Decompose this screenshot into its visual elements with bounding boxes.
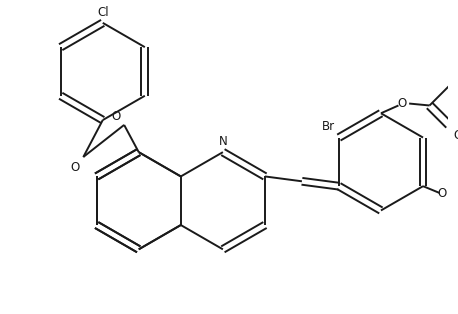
Text: O: O <box>111 110 120 123</box>
Text: O: O <box>398 97 407 110</box>
Text: Br: Br <box>322 120 335 133</box>
Text: O: O <box>70 161 79 174</box>
Text: O: O <box>453 129 458 142</box>
Text: N: N <box>218 135 227 148</box>
Text: O: O <box>438 187 447 200</box>
Text: Cl: Cl <box>97 6 109 19</box>
